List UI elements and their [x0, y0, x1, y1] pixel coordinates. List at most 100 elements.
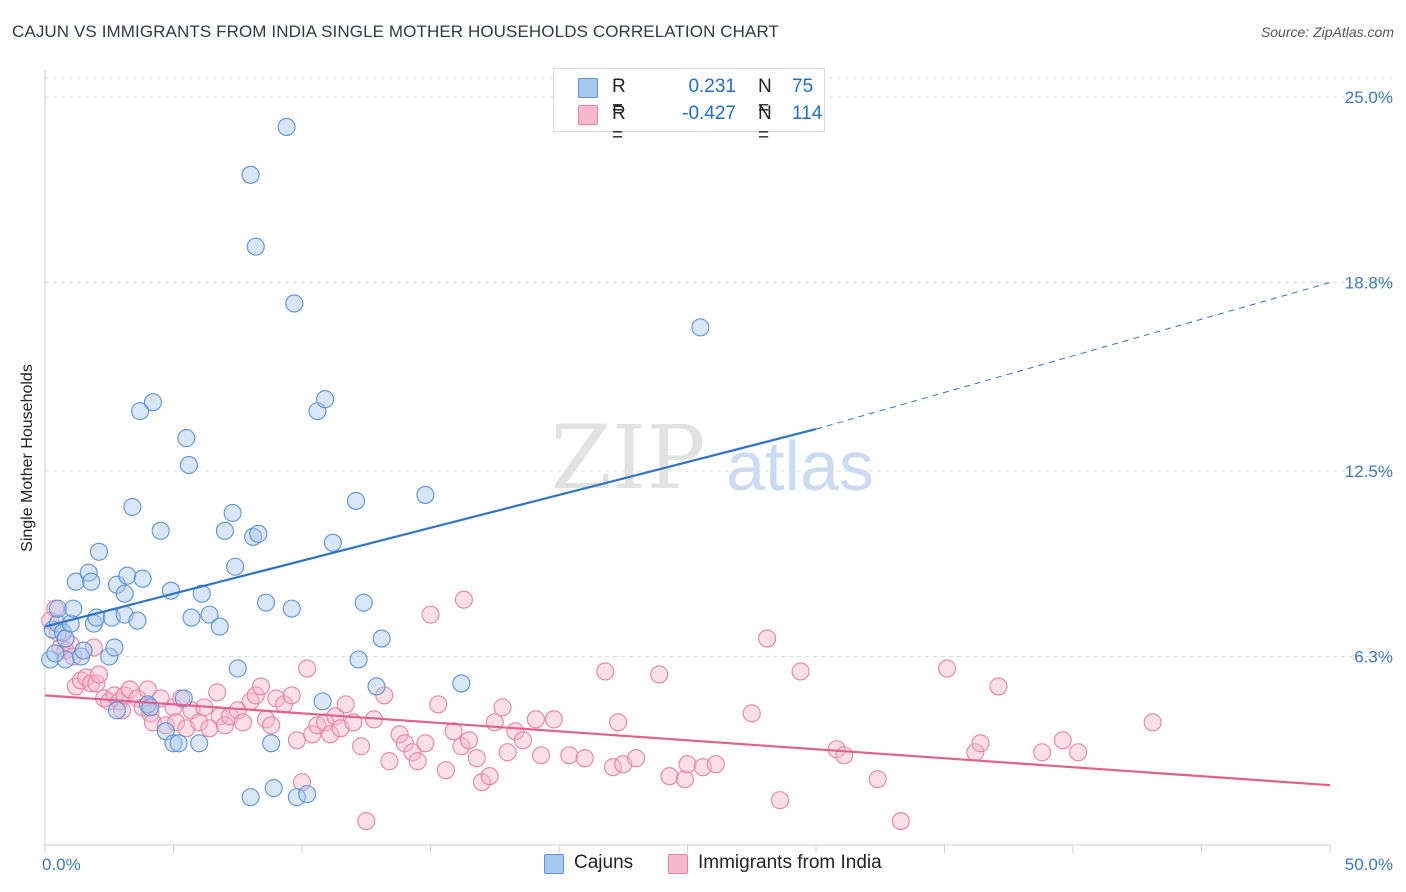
data-point	[262, 734, 281, 753]
data-point	[596, 662, 615, 681]
data-point	[526, 710, 545, 729]
data-point	[891, 812, 910, 831]
data-point	[246, 686, 265, 705]
data-point	[226, 557, 245, 576]
data-point	[164, 734, 183, 753]
data-point	[650, 665, 669, 684]
data-point	[48, 599, 67, 618]
data-point	[133, 569, 152, 588]
data-point	[262, 716, 281, 735]
data-point	[223, 503, 242, 522]
data-point	[287, 731, 306, 750]
data-point	[770, 791, 790, 810]
data-point	[354, 593, 373, 612]
n-value: 75	[792, 76, 814, 97]
data-point	[208, 683, 227, 702]
data-point	[89, 665, 109, 684]
data-point	[313, 692, 332, 711]
data-point	[182, 608, 201, 627]
data-point	[989, 677, 1008, 696]
x-tick-label: 50.0%	[1345, 855, 1393, 874]
data-point	[115, 584, 134, 603]
data-point	[1143, 713, 1162, 732]
y-tick-label: 12.5%	[1345, 462, 1393, 481]
legend-label-cajuns: Cajuns	[574, 852, 634, 873]
data-point	[298, 785, 317, 804]
data-point	[868, 770, 887, 789]
data-point	[89, 542, 109, 561]
data-point	[156, 716, 175, 735]
data-point	[66, 677, 85, 696]
india-series	[41, 590, 1162, 831]
watermark: ZIP atlas	[550, 406, 874, 509]
data-point	[544, 710, 563, 729]
data-point	[380, 752, 399, 771]
data-point	[758, 629, 777, 648]
data-point	[791, 662, 810, 681]
y-tick-label: 18.8%	[1345, 274, 1393, 293]
data-point	[298, 659, 317, 678]
data-point	[56, 650, 75, 669]
data-point	[71, 671, 91, 690]
cajun-trend-line	[44, 428, 817, 628]
n-label: N =	[758, 76, 772, 119]
data-point	[459, 731, 479, 750]
data-point	[215, 521, 234, 540]
data-point	[835, 746, 854, 765]
data-point	[190, 734, 209, 753]
data-point	[215, 716, 234, 735]
data-point	[1033, 743, 1052, 762]
data-point	[131, 402, 150, 421]
data-point	[372, 629, 391, 648]
data-point	[287, 788, 306, 807]
data-point	[1069, 743, 1088, 762]
data-point	[179, 455, 198, 475]
data-point	[82, 572, 101, 591]
data-point	[118, 566, 137, 585]
data-point	[84, 638, 103, 657]
trend-lines	[44, 282, 1331, 787]
y-tick-label: 6.3%	[1354, 648, 1393, 667]
data-point	[480, 767, 499, 786]
data-point	[429, 695, 448, 714]
data-point	[51, 638, 70, 657]
data-point	[251, 677, 270, 696]
data-point	[336, 695, 355, 714]
data-point	[323, 533, 342, 552]
data-point	[210, 617, 229, 636]
data-point	[41, 650, 60, 669]
data-point	[742, 704, 761, 723]
legend-label-india: Immigrants from India	[698, 852, 882, 873]
data-point	[675, 770, 694, 789]
cajun-series	[41, 117, 710, 807]
data-point	[321, 725, 340, 744]
india-trend-line	[44, 694, 1331, 787]
data-point	[143, 393, 162, 412]
watermark-zip: ZIP	[550, 406, 705, 509]
data-point	[177, 429, 196, 448]
data-point	[169, 734, 188, 753]
data-point	[246, 237, 265, 256]
r-label: R =	[612, 103, 626, 146]
data-point	[249, 524, 268, 543]
data-point	[303, 725, 322, 744]
data-point	[416, 485, 435, 504]
data-point	[282, 686, 301, 705]
data-point	[560, 746, 579, 765]
data-point	[256, 593, 276, 612]
data-point	[493, 698, 512, 717]
data-point	[1053, 731, 1072, 750]
data-point	[228, 659, 247, 678]
data-point	[660, 767, 679, 786]
y-axis-label: Single Mother Households	[19, 364, 36, 552]
data-point	[357, 812, 376, 831]
data-point	[467, 749, 486, 768]
grid-lines	[45, 77, 1392, 658]
tick-labels: 6.3% 12.5% 18.8% 25.0% 0.0% 50.0%	[42, 88, 1393, 874]
data-point	[138, 680, 157, 699]
data-point	[174, 689, 193, 708]
y-tick-label: 25.0%	[1345, 88, 1393, 107]
data-point	[349, 650, 368, 669]
data-point	[316, 713, 335, 732]
data-point	[603, 758, 623, 777]
